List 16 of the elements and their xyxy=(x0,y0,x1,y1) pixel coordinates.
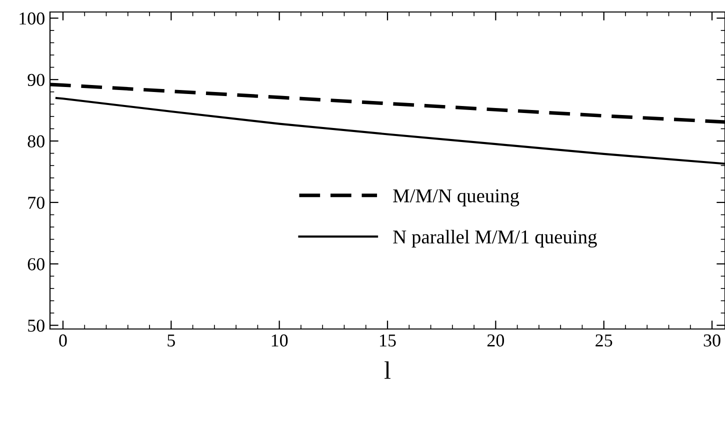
y-tick-label: 90 xyxy=(28,74,44,86)
x-tick-label: 5 xyxy=(168,334,175,347)
y-tick-label: 80 xyxy=(28,135,44,148)
x-tick-label: 15 xyxy=(380,334,396,347)
legend-label: N parallel M/M/1 queuing xyxy=(393,230,597,248)
legend-label: M/M/N queuing xyxy=(393,189,520,206)
x-axis-title: l xyxy=(384,361,390,379)
x-tick-label: 25 xyxy=(596,334,612,347)
x-tick-label: 0 xyxy=(59,334,67,347)
y-tick-label: 70 xyxy=(28,196,44,209)
y-tick-label: 100 xyxy=(20,12,44,25)
x-tick-label: 30 xyxy=(704,334,720,347)
x-tick-label: 10 xyxy=(272,334,288,347)
y-tick-label: 60 xyxy=(28,258,44,270)
x-tick-label: 20 xyxy=(487,334,504,347)
y-tick-label: 50 xyxy=(28,320,44,332)
